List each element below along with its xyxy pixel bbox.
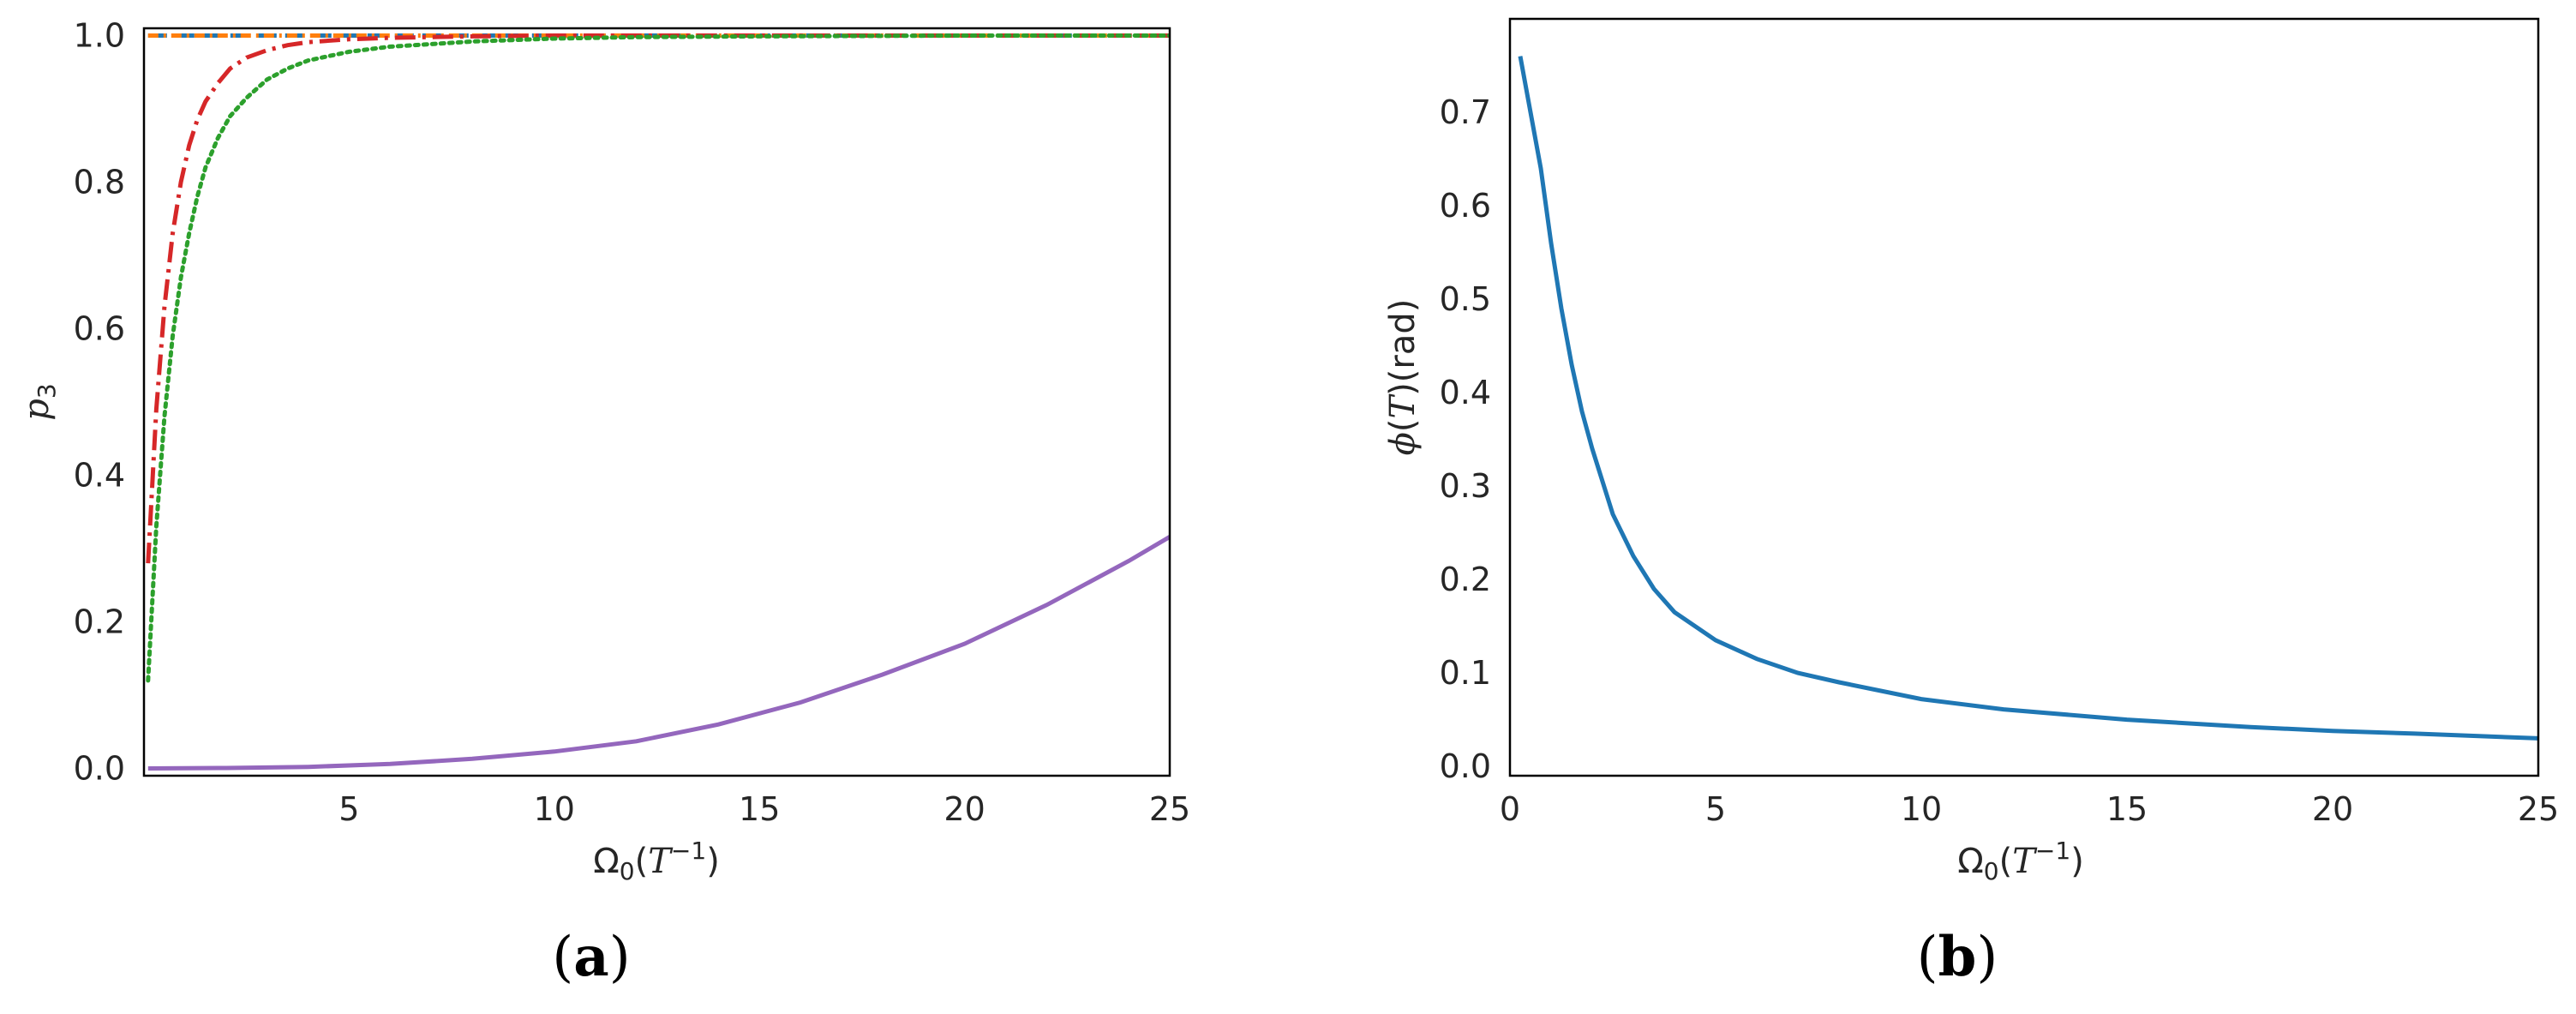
panel-a-x-tick-label: 15 [739, 790, 780, 828]
panel-b-frame [1508, 17, 2540, 777]
panel-a-series-line-2 [146, 33, 1170, 564]
panel-a-series-group [146, 33, 1170, 771]
panel-b-y-tick-label: 0.7 [1440, 93, 1491, 131]
panel-b-caption: (b) [1917, 925, 1998, 989]
panel-a-y-tick-label: 1.0 [74, 17, 125, 55]
panel-a-frame [142, 27, 1171, 777]
panel-a-x-tick-label: 5 [338, 790, 359, 828]
panel-b-x-tick-label: 15 [2106, 790, 2148, 828]
panel-a-series-line-3 [146, 33, 1170, 683]
panel-b-y-tick-label: 0.0 [1440, 747, 1491, 785]
panel-b-x-tick-label: 0 [1500, 790, 1520, 828]
panel-b-x-tick-label: 20 [2312, 790, 2353, 828]
panel-b-y-axis-label: ϕ(T)(rad) [1383, 299, 1423, 456]
panel-b-y-tick-label: 0.5 [1440, 280, 1491, 318]
panel-a-y-axis-label: p3 [17, 383, 61, 420]
panel-a-y-tick-label: 0.2 [74, 603, 125, 640]
panel-a-x-tick-label: 25 [1149, 790, 1190, 828]
panel-b-y-tick-label: 0.2 [1440, 561, 1491, 598]
panel-a-y-tick-label: 0.4 [74, 456, 125, 494]
panel-b-x-axis-label: Ω0(T−1) [1957, 837, 2084, 885]
panel-b: 0 5 10 15 20 25 0.0 0.1 0.2 0.3 0.4 0.5 0.6 0.7 Ω0(T… [1383, 17, 2559, 989]
panel-a-y-tick-label: 0.6 [74, 310, 125, 348]
panel-b-x-tick-label: 5 [1705, 790, 1726, 828]
panel-a-y-tick-label: 0.8 [74, 164, 125, 201]
panel-b-series-group [1518, 56, 2538, 741]
panel-a-plot-area [142, 27, 1171, 777]
panel-a-x-tick-label: 20 [944, 790, 985, 828]
panel-b-y-tick-label: 0.4 [1440, 374, 1491, 411]
panel-b-y-tick-label: 0.6 [1440, 187, 1491, 225]
panel-a-series-line-4 [147, 535, 1170, 771]
panel-b-y-tick-label: 0.1 [1440, 654, 1491, 692]
panel-a-y-ticks: 0.0 0.2 0.4 0.6 0.8 1.0 [74, 17, 125, 788]
panel-a-x-axis-label: Ω0(T−1) [593, 837, 720, 885]
panel-a: 5 10 15 20 25 0.00.20.40.60.81.0 Ω0(T−1) p3 … [17, 17, 1190, 989]
panel-b-x-ticks: 0 5 10 15 20 25 [1500, 790, 2559, 828]
panel-b-x-tick-label: 25 [2518, 790, 2559, 828]
panel-b-series-line-0 [1518, 56, 2538, 741]
panel-b-plot-area [1508, 17, 2540, 777]
panel-a-x-tick-label: 10 [534, 790, 575, 828]
panel-b-y-ticks: 0.0 0.1 0.2 0.3 0.4 0.5 0.6 0.7 [1440, 93, 1491, 785]
panel-b-x-tick-label: 10 [1901, 790, 1942, 828]
panel-a-x-ticks: 5 10 15 20 25 [338, 790, 1190, 828]
panel-a-y-tick-label: 0.0 [74, 749, 125, 787]
panel-a-caption: (a) [552, 925, 630, 989]
panel-b-y-tick-label: 0.3 [1440, 467, 1491, 505]
